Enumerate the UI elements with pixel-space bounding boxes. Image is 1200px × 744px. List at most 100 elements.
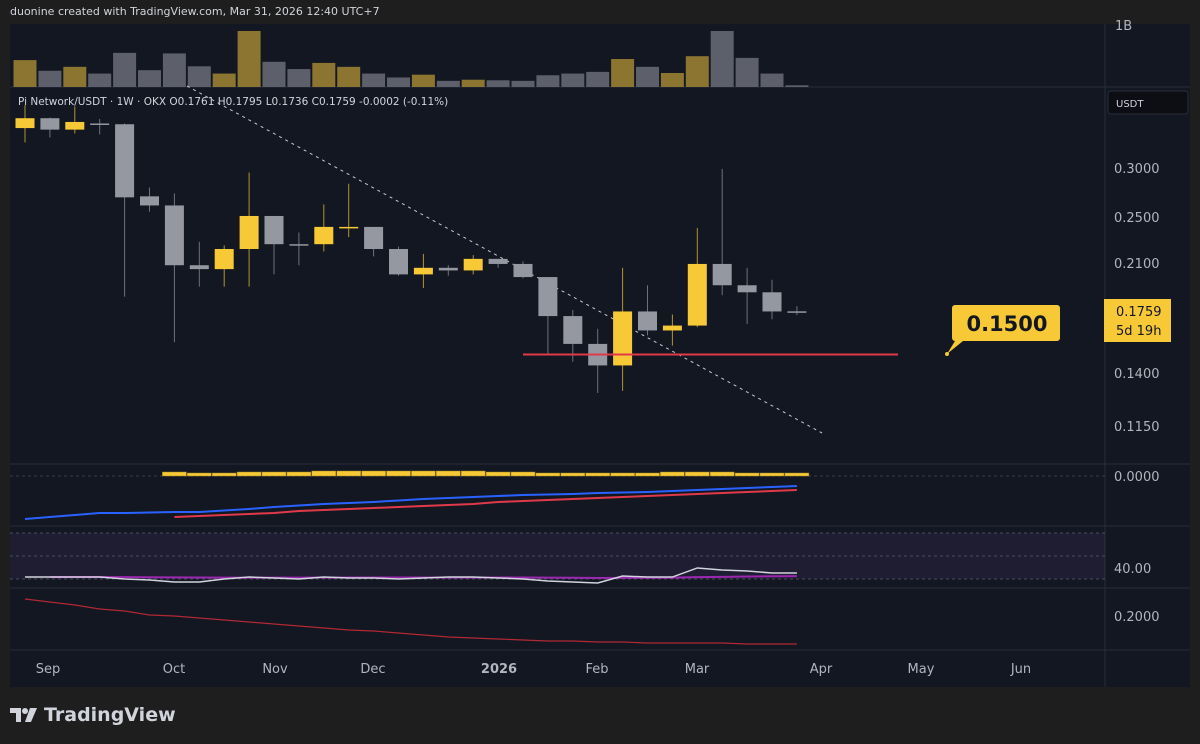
candle-body xyxy=(787,311,807,313)
time-tick: Apr xyxy=(810,662,833,677)
volume-bar xyxy=(685,56,709,87)
price-tick: 0.2500 xyxy=(1114,211,1160,226)
candle xyxy=(613,267,633,391)
candle xyxy=(712,168,732,296)
candle-body xyxy=(463,258,483,271)
volume-bar xyxy=(636,66,659,87)
volume-bar xyxy=(785,85,809,87)
histogram-bar xyxy=(734,472,760,477)
histogram-bar xyxy=(361,470,386,477)
last-price-value: 0.1759 xyxy=(1116,305,1162,320)
volume-pane xyxy=(13,31,809,87)
candle-body xyxy=(364,226,384,249)
candle xyxy=(314,204,334,252)
time-tick: Nov xyxy=(262,662,288,677)
candle xyxy=(15,105,35,143)
candle-body xyxy=(438,267,458,271)
candle xyxy=(339,183,359,238)
volume-bar xyxy=(561,73,585,87)
candle-body xyxy=(638,311,657,331)
time-tick: Mar xyxy=(685,662,710,677)
volume-bar xyxy=(287,69,311,87)
candle xyxy=(687,228,707,328)
signal-line xyxy=(174,489,797,518)
volume-bar xyxy=(138,70,161,87)
price-tick: 0.1400 xyxy=(1114,367,1160,382)
candles xyxy=(15,105,807,393)
candle xyxy=(513,261,533,279)
candle-body xyxy=(339,226,359,229)
volume-bar xyxy=(387,77,410,87)
candle xyxy=(737,267,757,324)
histogram-bar xyxy=(386,470,411,477)
volume-bar xyxy=(411,74,435,87)
histogram-bar xyxy=(236,471,262,477)
bar-countdown: 5d 19h xyxy=(1116,324,1161,339)
candle-body xyxy=(488,258,508,264)
candle-body xyxy=(513,263,533,278)
volume-bar xyxy=(262,61,286,87)
candle-body xyxy=(65,121,85,130)
price-callout[interactable]: 0.1500 xyxy=(945,305,1060,356)
volume-bar xyxy=(212,73,236,87)
candle xyxy=(463,255,483,275)
volume-bar xyxy=(237,31,261,87)
time-axis[interactable]: Sep Oct Nov Dec 2026 Feb Mar Apr May Jun xyxy=(36,662,1031,677)
price-tick: 0.2100 xyxy=(1114,257,1160,272)
candle-body xyxy=(687,263,707,326)
volume-bar xyxy=(486,80,510,87)
candle-body xyxy=(389,248,408,275)
trendline-drawing[interactable] xyxy=(186,85,823,434)
volume-bar xyxy=(511,80,535,87)
candle xyxy=(115,123,135,297)
histogram-bar xyxy=(311,470,337,477)
currency-button[interactable] xyxy=(1107,90,1189,115)
legend-ohlc: O0.1761 H0.1795 L0.1736 C0.1759 -0.0002 … xyxy=(169,96,448,108)
volume-bar xyxy=(710,31,734,87)
candle xyxy=(488,258,508,268)
histogram-bar xyxy=(411,470,436,477)
chart-caption: duonine created with TradingView.com, Ma… xyxy=(10,5,380,18)
histogram-bar xyxy=(485,471,511,477)
last-price-label xyxy=(1104,299,1171,342)
lower-indicator-line xyxy=(24,598,797,645)
price-tick: 0.3000 xyxy=(1114,162,1160,177)
volume-bar xyxy=(88,73,112,87)
candle xyxy=(762,279,782,320)
candle-body xyxy=(613,311,633,366)
histogram-bar xyxy=(610,472,635,477)
candle xyxy=(413,253,433,289)
candle-body xyxy=(15,118,35,129)
rsi-pane xyxy=(10,532,1105,584)
volume-bar xyxy=(362,73,386,87)
histogram-bar xyxy=(784,472,810,477)
volume-bar xyxy=(735,57,759,87)
histogram-bar xyxy=(560,472,586,477)
volume-bar xyxy=(436,80,460,87)
histogram-bar xyxy=(709,471,735,477)
histogram-bar xyxy=(635,472,660,477)
volume-bar xyxy=(611,59,635,87)
candle xyxy=(638,285,657,336)
candle-body xyxy=(737,285,757,293)
tradingview-logo: TradingView xyxy=(10,704,176,726)
time-tick: Sep xyxy=(36,662,61,677)
volume-scale-label: 1B xyxy=(1115,19,1132,34)
candle-body xyxy=(264,215,284,245)
macd-axis-label: 0.0000 xyxy=(1114,470,1160,485)
histogram-bar xyxy=(211,472,237,477)
histogram-bar xyxy=(660,471,685,477)
volume-bar xyxy=(13,60,37,87)
candle-body xyxy=(164,205,184,266)
candle-body xyxy=(239,215,259,249)
symbol-legend[interactable]: Pi Network/USDT · 1W · OKX O0.1761 H0.17… xyxy=(18,96,448,108)
candle xyxy=(164,193,184,343)
candle-body xyxy=(214,248,234,270)
candle-body xyxy=(762,292,782,312)
macd-line xyxy=(24,485,797,520)
candle xyxy=(214,245,234,287)
volume-bar xyxy=(38,70,62,87)
candle xyxy=(787,306,807,316)
legend-symbol: Pi Network/USDT xyxy=(18,96,107,108)
